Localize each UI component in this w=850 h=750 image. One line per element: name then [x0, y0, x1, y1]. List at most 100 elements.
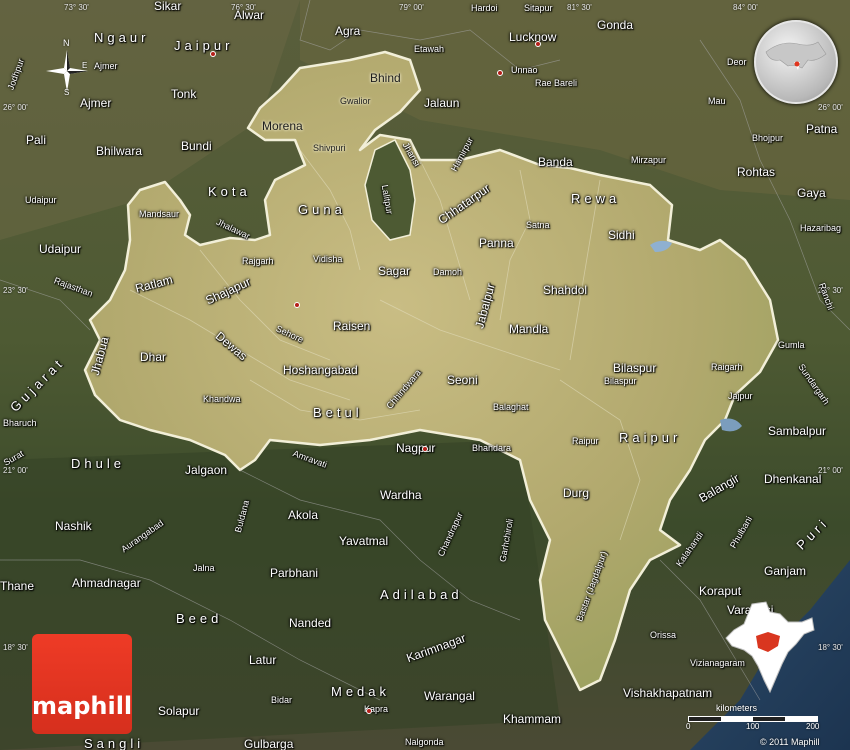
place-label[interactable]: Mirzapur: [631, 155, 667, 165]
region-label[interactable]: Gwalior: [340, 96, 371, 106]
region-label[interactable]: Raipur: [619, 430, 682, 445]
place-label[interactable]: Deor: [727, 57, 747, 67]
region-label[interactable]: Rewa: [571, 191, 621, 206]
place-label[interactable]: Bidar: [271, 695, 293, 705]
place-label[interactable]: Bundi: [181, 139, 212, 153]
place-label[interactable]: Warangal: [424, 689, 475, 703]
place-label[interactable]: Bharuch: [3, 418, 37, 428]
place-label[interactable]: Ahmadnagar: [72, 576, 141, 590]
place-label[interactable]: Latur: [249, 653, 277, 667]
place-label[interactable]: Jalgaon: [185, 463, 228, 477]
place-label[interactable]: Udaipur: [25, 195, 57, 205]
region-label[interactable]: Panna: [479, 236, 514, 250]
place-label[interactable]: Nagpur: [396, 441, 436, 455]
region-label[interactable]: Seoni: [447, 373, 478, 387]
place-label[interactable]: Rohtas: [737, 165, 776, 179]
city-dot-icon: [366, 708, 372, 714]
place-label[interactable]: Sitapur: [524, 3, 553, 13]
place-label[interactable]: Pali: [26, 133, 47, 147]
maphill-logo[interactable]: maphill: [32, 634, 132, 734]
region-label[interactable]: Bilaspur: [613, 361, 657, 375]
place-label[interactable]: Patna: [806, 122, 838, 136]
region-label[interactable]: Dhar: [140, 350, 167, 364]
place-label[interactable]: Yavatmal: [339, 534, 389, 548]
place-label[interactable]: Alwar: [234, 8, 265, 22]
place-label[interactable]: Bhojpur: [752, 133, 784, 143]
place-label[interactable]: Kapra: [364, 704, 389, 714]
region-label[interactable]: Morena: [262, 119, 303, 133]
place-label[interactable]: Vishakhapatnam: [623, 686, 713, 700]
region-label[interactable]: Sidhi: [608, 228, 635, 242]
place-label[interactable]: Parbhani: [270, 566, 319, 580]
region-label[interactable]: Raisen: [333, 319, 371, 333]
region-label[interactable]: Vidisha: [313, 254, 343, 264]
place-label[interactable]: Sikar: [154, 0, 182, 13]
region-label[interactable]: Damoh: [433, 267, 463, 277]
place-label[interactable]: Kota: [208, 184, 251, 199]
place-label[interactable]: Gonda: [597, 18, 634, 32]
place-label[interactable]: Koraput: [699, 584, 742, 598]
region-label[interactable]: Sagar: [378, 264, 411, 278]
region-label[interactable]: Durg: [563, 486, 590, 500]
region-label[interactable]: Satna: [526, 220, 550, 230]
place-label[interactable]: Bhilwara: [96, 144, 143, 158]
place-label[interactable]: Jaipur: [174, 38, 234, 53]
region-label[interactable]: Mandla: [509, 322, 549, 336]
place-label[interactable]: Beed: [176, 611, 223, 626]
place-label[interactable]: Sangli: [84, 736, 145, 750]
place-label[interactable]: Rae Bareli: [535, 78, 578, 88]
region-label[interactable]: Guna: [298, 202, 346, 217]
place-label[interactable]: Etawah: [414, 44, 445, 54]
place-label[interactable]: Jalna: [193, 563, 215, 573]
place-label[interactable]: Ngaur: [94, 30, 150, 45]
place-label[interactable]: Solapur: [158, 704, 200, 718]
coord-label: 23° 30': [818, 286, 843, 295]
place-label[interactable]: Nanded: [289, 616, 332, 630]
place-label[interactable]: Ajmer: [80, 96, 112, 110]
place-label[interactable]: Bhandara: [472, 443, 512, 453]
place-label[interactable]: Agra: [335, 24, 361, 38]
place-label[interactable]: Hardoi: [471, 3, 498, 13]
region-label[interactable]: Betul: [313, 405, 363, 420]
region-label[interactable]: Mandsaur: [139, 209, 180, 219]
region-label[interactable]: Hoshangabad: [283, 363, 358, 377]
place-label[interactable]: Udaipur: [39, 242, 82, 256]
place-label[interactable]: Dhule: [71, 456, 125, 471]
place-label[interactable]: Gaya: [797, 186, 826, 200]
place-label[interactable]: Adilabad: [380, 587, 463, 602]
place-label[interactable]: Wardha: [380, 488, 422, 502]
region-label[interactable]: Bilaspur: [604, 376, 637, 386]
place-label[interactable]: Ajmer: [94, 61, 118, 71]
place-label[interactable]: Thane: [0, 579, 35, 593]
region-label[interactable]: Rajgarh: [242, 256, 274, 266]
place-label[interactable]: Khammam: [503, 712, 562, 726]
place-label[interactable]: Sambalpur: [768, 424, 827, 438]
place-label[interactable]: Dhenkanal: [764, 472, 822, 486]
place-label[interactable]: Ganjam: [764, 564, 807, 578]
place-label[interactable]: Medak: [331, 684, 391, 699]
place-label[interactable]: Gumla: [778, 340, 805, 350]
region-label[interactable]: Shahdol: [543, 283, 588, 297]
place-label[interactable]: Banda: [538, 155, 573, 169]
place-label[interactable]: Gulbarga: [244, 737, 294, 750]
region-label[interactable]: Raigarh: [711, 362, 743, 372]
region-label[interactable]: Raipur: [572, 436, 599, 446]
place-label[interactable]: Orissa: [650, 630, 677, 640]
place-label[interactable]: Unnao: [511, 65, 538, 75]
place-label[interactable]: Jajpur: [728, 391, 753, 401]
place-label[interactable]: Nashik: [55, 519, 92, 533]
region-label[interactable]: Bhind: [370, 71, 401, 85]
region-label[interactable]: Khandwa: [203, 394, 241, 404]
place-label[interactable]: Jalaun: [424, 96, 460, 110]
region-label[interactable]: Balaghat: [493, 402, 529, 412]
place-label[interactable]: Nalgonda: [405, 737, 444, 747]
place-label[interactable]: Vizianagaram: [690, 658, 745, 668]
place-label[interactable]: Tonk: [171, 87, 197, 101]
region-label[interactable]: Shivpuri: [313, 143, 346, 153]
place-label[interactable]: Lucknow: [509, 30, 557, 44]
place-label[interactable]: Mau: [708, 96, 726, 106]
place-label[interactable]: Akola: [288, 508, 319, 522]
place-label[interactable]: Hazaribag: [800, 223, 842, 233]
